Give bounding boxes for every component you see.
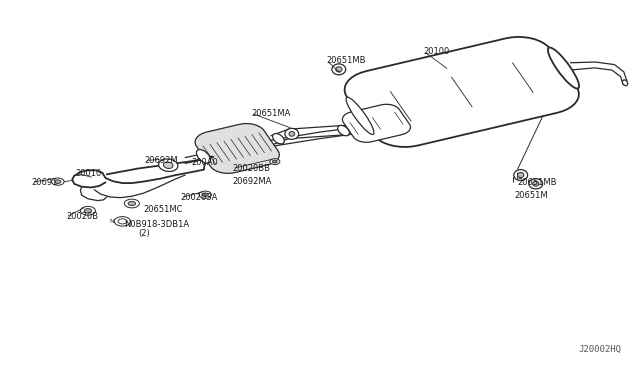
Ellipse shape [285,128,299,140]
Text: 20651MC: 20651MC [143,205,182,214]
Text: 20010: 20010 [76,169,102,178]
Ellipse shape [548,48,579,89]
Text: 200203A: 200203A [180,193,218,202]
Text: (2): (2) [138,229,150,238]
Text: N0B918-3DB1A: N0B918-3DB1A [124,220,189,229]
Text: N: N [109,219,115,224]
Circle shape [199,191,211,198]
Text: 20020B: 20020B [66,212,98,221]
Text: 20692M: 20692M [145,156,178,165]
Ellipse shape [332,64,346,75]
Ellipse shape [338,125,349,136]
Ellipse shape [196,150,211,163]
Text: 20651M: 20651M [515,190,548,200]
Polygon shape [344,37,579,147]
Circle shape [115,217,131,226]
Circle shape [124,199,140,208]
Circle shape [52,178,64,185]
Polygon shape [195,124,279,173]
Ellipse shape [514,170,527,180]
Ellipse shape [159,159,178,171]
Circle shape [54,180,61,183]
Ellipse shape [346,97,374,134]
Circle shape [270,159,280,164]
Circle shape [202,193,209,196]
Ellipse shape [289,131,294,136]
Text: 20651MB: 20651MB [326,56,366,65]
Ellipse shape [532,182,539,186]
Text: J20002HQ: J20002HQ [578,346,621,355]
Ellipse shape [623,80,628,86]
Text: 20691: 20691 [31,178,58,187]
Text: 20651MB: 20651MB [518,178,557,187]
Ellipse shape [273,134,284,144]
Circle shape [128,201,136,206]
Ellipse shape [529,179,543,189]
Ellipse shape [518,173,524,177]
Circle shape [118,219,127,224]
Text: 20100: 20100 [424,46,450,55]
Circle shape [81,206,95,215]
Text: 200A0: 200A0 [191,158,218,167]
Polygon shape [342,104,410,142]
Circle shape [273,160,277,163]
Ellipse shape [163,162,173,169]
Text: 20692MA: 20692MA [232,177,271,186]
Circle shape [84,209,92,213]
Text: 20651MA: 20651MA [251,109,291,118]
Ellipse shape [336,67,342,72]
Text: 20020BB: 20020BB [232,164,270,173]
